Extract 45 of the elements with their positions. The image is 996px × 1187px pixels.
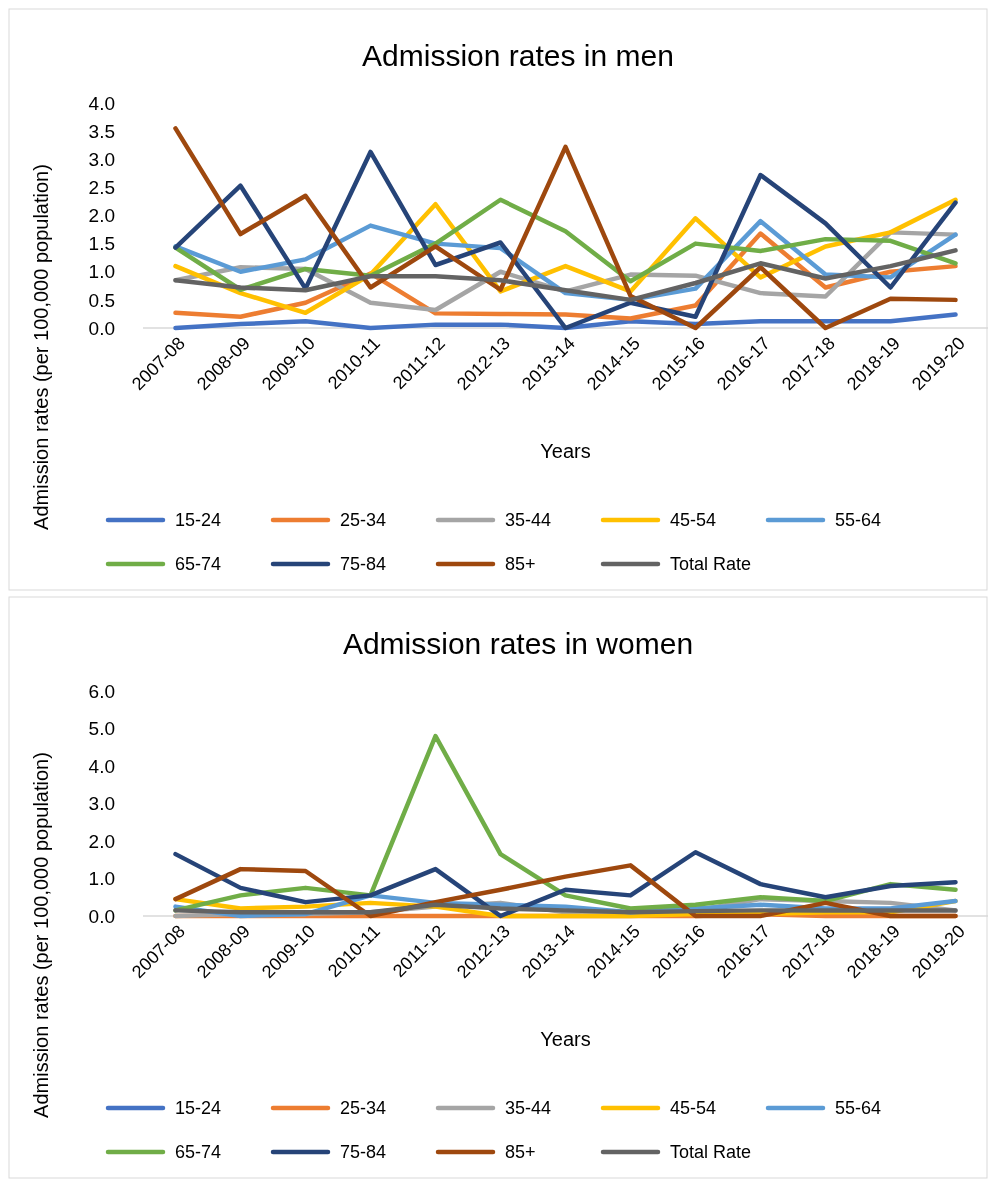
y-tick-label: 6.0 — [88, 680, 115, 702]
y-tick-label: 1.5 — [88, 233, 115, 255]
chart-title: Admission rates in women — [342, 627, 694, 660]
legend-label: 15-24 — [175, 1098, 222, 1119]
line-series — [173, 850, 958, 919]
x-axis-title: Years — [540, 1028, 591, 1050]
y-tick-label: 0.0 — [88, 905, 115, 927]
line-series — [173, 197, 958, 292]
y-tick-label: 1.0 — [88, 261, 115, 283]
line-series — [173, 312, 958, 331]
legend-label: Total Rate — [670, 1142, 752, 1163]
legend-label: 55-64 — [835, 510, 882, 531]
y-axis-title: Admission rates (per 100,000 population) — [30, 752, 52, 1118]
legend-label: 35-44 — [505, 510, 552, 531]
legend-label: 75-84 — [340, 1142, 387, 1163]
legend-label: 15-24 — [175, 510, 222, 531]
legend-label: 65-74 — [175, 1142, 222, 1163]
legend-label: 75-84 — [340, 554, 387, 575]
legend-label: Total Rate — [670, 554, 752, 575]
y-tick-label: 4.0 — [88, 755, 115, 777]
y-tick-label: 0.0 — [88, 317, 115, 339]
line-series — [173, 902, 958, 915]
y-tick-label: 4.0 — [88, 92, 115, 114]
y-tick-label: 2.0 — [88, 205, 115, 227]
legend-label: 85+ — [505, 554, 536, 575]
legend-label: 25-34 — [340, 510, 387, 531]
legend-label: 55-64 — [835, 1098, 882, 1119]
legend-label: 65-74 — [175, 554, 222, 575]
line-series — [173, 248, 958, 303]
y-tick-label: 3.5 — [88, 120, 115, 142]
y-axis-title: Admission rates (per 100,000 population) — [30, 164, 52, 530]
y-tick-label: 2.0 — [88, 830, 115, 852]
y-tick-label: 2.5 — [88, 177, 115, 199]
legend-label: 45-54 — [670, 1098, 717, 1119]
legend-label: 35-44 — [505, 1098, 552, 1119]
legend-label: 45-54 — [670, 510, 717, 531]
legend-label: 85+ — [505, 1142, 536, 1163]
y-tick-label: 0.5 — [88, 289, 115, 311]
y-tick-label: 3.0 — [88, 793, 115, 815]
y-tick-label: 5.0 — [88, 718, 115, 740]
x-axis-title: Years — [540, 440, 591, 462]
legend-label: 25-34 — [340, 1098, 387, 1119]
y-tick-label: 3.0 — [88, 148, 115, 170]
chart-title: Admission rates in men — [362, 39, 674, 72]
y-tick-label: 1.0 — [88, 868, 115, 890]
